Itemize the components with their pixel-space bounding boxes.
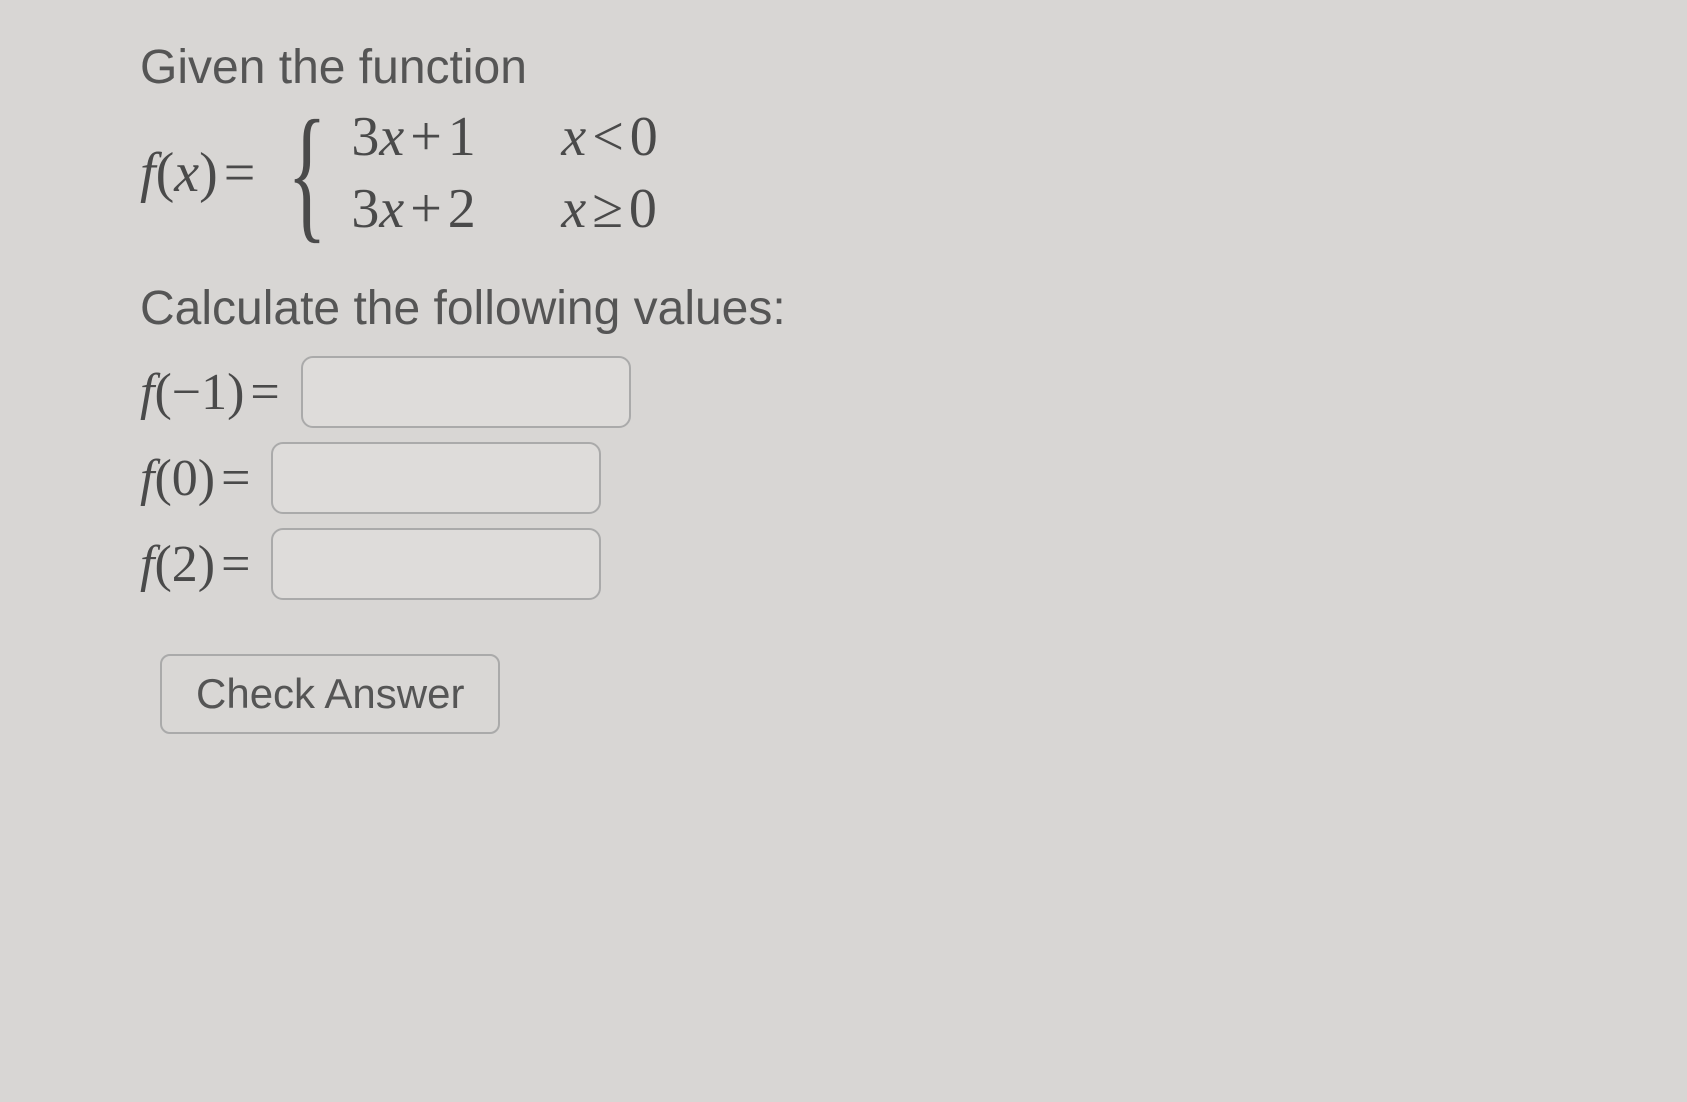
answer-input-2[interactable] [271, 442, 601, 514]
answer-label-1: f(−1)= [140, 363, 286, 422]
answer-row-3: f(2)= [140, 528, 1547, 600]
left-brace-icon: { [288, 113, 328, 233]
case-2-expr: 3x+2 [351, 177, 561, 241]
case-1-expr: 3x+1 [351, 105, 561, 169]
case-2-cond: x≥0 [561, 177, 657, 241]
function-lhs: f(x)= [140, 141, 261, 205]
answer-label-2: f(0)= [140, 449, 256, 508]
answer-row-1: f(−1)= [140, 356, 1547, 428]
question-page: Given the function f(x)= { 3x+1 x<0 3x+2… [0, 0, 1687, 774]
case-1: 3x+1 x<0 [351, 105, 657, 169]
intro-text: Given the function [140, 40, 1547, 95]
piecewise-function: f(x)= { 3x+1 x<0 3x+2 x≥0 [140, 105, 1547, 241]
check-answer-button[interactable]: Check Answer [160, 654, 500, 734]
answer-input-3[interactable] [271, 528, 601, 600]
answer-row-2: f(0)= [140, 442, 1547, 514]
answer-input-1[interactable] [301, 356, 631, 428]
case-2: 3x+2 x≥0 [351, 177, 657, 241]
function-cases: 3x+1 x<0 3x+2 x≥0 [351, 105, 657, 241]
answer-label-3: f(2)= [140, 535, 256, 594]
case-1-cond: x<0 [561, 105, 657, 169]
calculate-heading: Calculate the following values: [140, 281, 1547, 336]
